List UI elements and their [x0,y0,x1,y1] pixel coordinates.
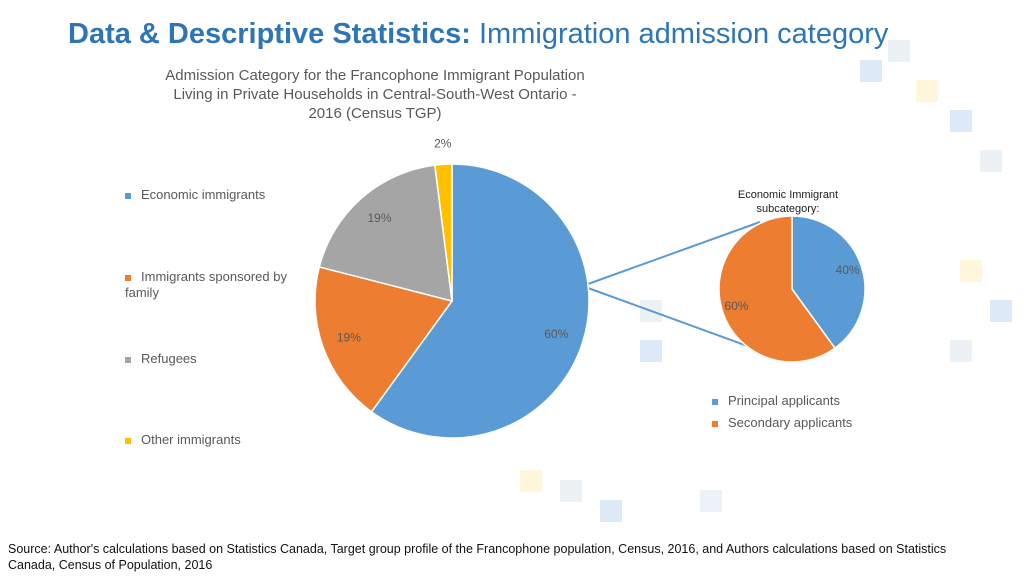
data-label: 60% [724,299,748,313]
data-label: 19% [337,330,361,344]
legend-item: Immigrants sponsored by family [125,269,305,301]
chart-title: Admission Category for the Francophone I… [165,67,585,122]
legend-label: Principal applicants [728,393,841,408]
source-note: Source: Author's calculations based on S… [8,542,947,572]
pie-slice [718,215,836,363]
legend-item: Economic immigrants [125,187,305,203]
title-rest: Immigration admission category [479,18,889,50]
legend-swatch [125,437,131,444]
legend-item: Other immigrants [125,432,305,448]
pie-slice [314,266,454,413]
legend-label: Refugees [141,351,197,366]
title-bold: Data & Descriptive Statistics: [68,18,471,50]
legend-label: Economic immigrants [141,187,266,202]
chart-title: Economic Immigrant subcategory: [737,189,839,215]
legend-item: Principal applicants [712,393,912,409]
slide-title: Data & Descriptive Statistics: Immigrati… [68,18,888,51]
legend-item: Secondary applicants [712,415,912,431]
legend-swatch [125,192,131,199]
legend-label: Immigrants sponsored by family [125,269,287,300]
connector [587,221,761,285]
legend-swatch [125,356,131,363]
pie-slice [791,215,866,350]
legend-swatch [712,420,718,427]
legend-swatch [125,274,131,281]
data-label: 19% [368,211,392,225]
pie-slice [370,163,590,439]
legend-item: Refugees [125,351,305,367]
connector [587,287,765,353]
pie-slice [433,163,453,302]
legend-swatch [712,398,718,405]
pie-slice [318,164,453,303]
data-label: 2% [434,136,452,150]
data-label: 60% [544,327,568,341]
legend-label: Other immigrants [141,432,241,447]
legend-label: Secondary applicants [728,415,853,430]
data-label: 40% [836,263,860,277]
